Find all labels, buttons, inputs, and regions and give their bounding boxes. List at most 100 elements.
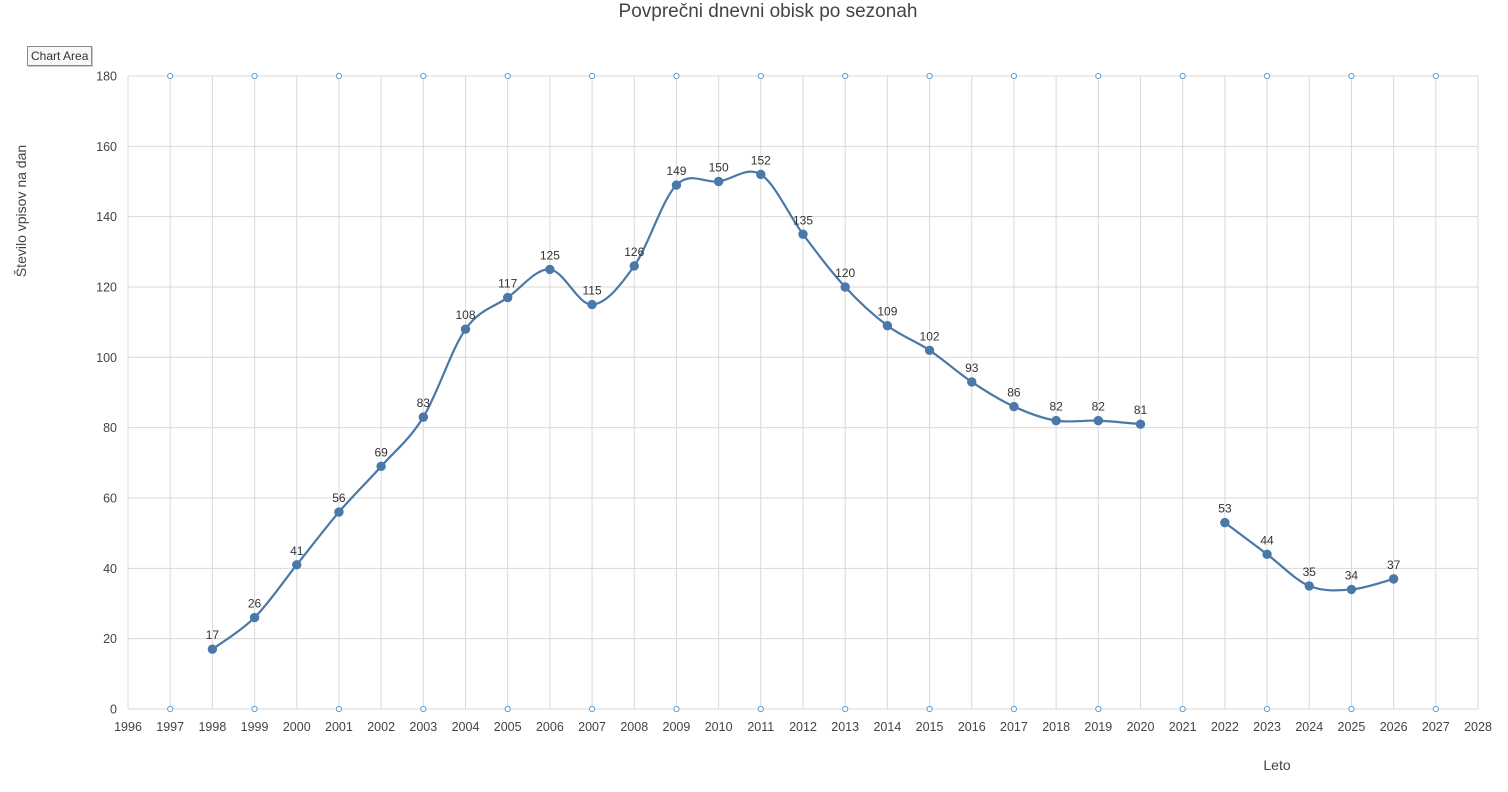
data-label: 108 (455, 308, 475, 322)
x-tick-label: 2025 (1338, 720, 1366, 734)
data-point (629, 261, 639, 271)
data-label: 93 (965, 361, 979, 375)
data-label: 135 (793, 213, 813, 227)
selection-handle (842, 705, 849, 713)
series-points (207, 169, 1399, 654)
x-tick-label: 2027 (1422, 720, 1450, 734)
data-label: 17 (206, 628, 220, 642)
data-label: 120 (835, 266, 855, 280)
data-label: 81 (1134, 403, 1148, 417)
selection-handle (504, 705, 511, 713)
x-tick-label: 2016 (958, 720, 986, 734)
x-tick-label: 2013 (831, 720, 859, 734)
selection-handle (1095, 72, 1102, 80)
data-point (756, 169, 766, 180)
data-point (207, 644, 218, 654)
selection-handle (504, 72, 511, 80)
data-point (967, 377, 977, 387)
gridlines (127, 75, 1479, 710)
x-tick-label: 1996 (114, 720, 142, 734)
data-point (502, 292, 513, 303)
data-point (798, 229, 808, 239)
data-label: 37 (1387, 558, 1401, 572)
selection-handle (335, 72, 343, 80)
x-tick-label: 2008 (620, 720, 648, 734)
data-point (376, 461, 386, 472)
data-point (1388, 574, 1399, 584)
data-point (713, 176, 724, 187)
selection-handle (757, 72, 764, 80)
data-point (334, 507, 344, 517)
data-label: 102 (920, 329, 940, 343)
x-tick-label: 2018 (1042, 720, 1070, 734)
data-point (882, 320, 893, 331)
data-point (840, 282, 850, 292)
selection-handle (1010, 72, 1018, 80)
x-tick-label: 2019 (1084, 720, 1112, 734)
data-label: 44 (1260, 533, 1274, 547)
data-label: 115 (582, 284, 601, 298)
x-tick-label: 2028 (1464, 720, 1492, 734)
x-tick-label: 2011 (747, 720, 774, 734)
selection-handle (420, 72, 427, 80)
selection-handle (1348, 705, 1355, 713)
selection-handle (1348, 72, 1355, 80)
selection-handle (167, 705, 174, 713)
x-tick-label: 2010 (705, 720, 733, 734)
x-tick-label: 2003 (409, 720, 437, 734)
selection-handle (757, 705, 764, 713)
data-label: 150 (709, 161, 729, 175)
selection-handle (1179, 705, 1186, 713)
data-point (545, 264, 555, 275)
data-label: 125 (540, 248, 560, 262)
x-tick-label: 2005 (494, 720, 522, 734)
chart-title: Povprečni dnevni obisk po sezonah (619, 1, 918, 22)
x-tick-label: 2022 (1211, 720, 1239, 734)
y-tick-label: 20 (103, 632, 117, 646)
x-tick-label: 2026 (1380, 720, 1408, 734)
data-label: 86 (1007, 386, 1021, 400)
x-tick-label: 2009 (663, 720, 691, 734)
x-tick-label: 2024 (1295, 720, 1323, 734)
x-axis-label: Leto (1263, 757, 1290, 773)
selection-handle (673, 72, 680, 80)
selection-handle (1010, 705, 1018, 713)
selection-handle (1263, 72, 1271, 80)
data-point (249, 612, 260, 623)
data-point (1304, 581, 1314, 591)
x-tick-label: 2001 (325, 720, 353, 734)
x-tick-label: 2023 (1253, 720, 1281, 734)
selection-handle (926, 705, 933, 713)
data-label: 82 (1092, 400, 1106, 414)
data-point (1051, 415, 1061, 426)
selection-handle (1432, 72, 1439, 80)
y-axis-label: Število vpisov na dan (13, 145, 29, 277)
data-label: 149 (666, 164, 686, 178)
x-tick-label: 1998 (198, 720, 226, 734)
data-point (587, 299, 597, 310)
data-point (924, 345, 935, 355)
selection-handle (335, 705, 343, 713)
selection-handle (251, 72, 258, 80)
y-tick-label: 60 (103, 492, 117, 506)
x-tick-label: 2021 (1169, 720, 1197, 734)
data-label: 56 (332, 491, 346, 505)
data-label: 34 (1345, 568, 1359, 582)
y-tick-label: 180 (96, 70, 117, 84)
data-point (1262, 549, 1272, 559)
selection-handle (673, 705, 680, 713)
selection-handle (420, 705, 427, 713)
x-axis-ticks: 1996 1997 1998 1999 2000 2001 2002 2003 2004 2005… (114, 720, 1492, 734)
data-point (1093, 415, 1104, 426)
x-tick-label: 2006 (536, 720, 564, 734)
selection-handle (251, 705, 258, 713)
x-tick-label: 2007 (578, 720, 606, 734)
x-tick-label: 2020 (1127, 720, 1155, 734)
data-label: 152 (751, 153, 771, 167)
selection-handle (842, 72, 849, 80)
data-label: 126 (624, 245, 644, 259)
y-axis-ticks: 0 20 40 60 80 100 120 140 160 180 (96, 70, 117, 717)
data-point (671, 180, 682, 190)
